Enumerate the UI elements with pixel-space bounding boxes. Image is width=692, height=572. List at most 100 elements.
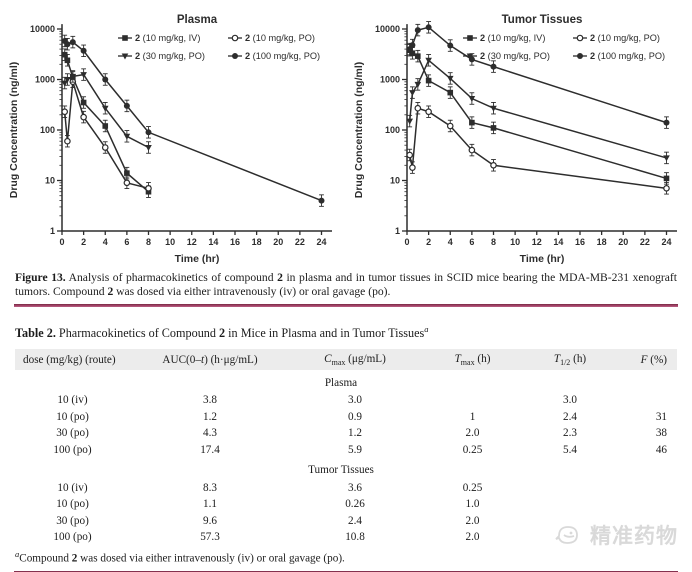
svg-text:2: 2 — [81, 237, 86, 247]
svg-text:8: 8 — [146, 237, 151, 247]
svg-text:2 (10 mg/kg, IV): 2 (10 mg/kg, IV) — [135, 33, 200, 43]
table-row: 30 (po) 9.6 2.4 2.0 — [15, 512, 677, 529]
pk-table-grid: dose (mg/kg) (route) AUC(0–t) (h·μg/mL) Cm… — [15, 349, 677, 545]
table-cell: 10 (po) — [56, 410, 89, 423]
table-cell: 1 — [469, 410, 476, 423]
table-cell: 1.1 — [203, 498, 217, 511]
header-cell-dose: dose (mg/kg) (route) — [15, 349, 130, 371]
svg-text:2 (30 mg/kg, PO): 2 (30 mg/kg, PO) — [480, 51, 550, 61]
svg-text:2: 2 — [426, 237, 431, 247]
legend-entry-10mgkg-iv: 2 (10 mg/kg, IV) — [463, 33, 545, 43]
svg-text:16: 16 — [230, 237, 240, 247]
header-cell-cmax: Cmax (μg/mL) — [290, 349, 420, 371]
svg-text:1: 1 — [50, 226, 55, 236]
chart-title: Tumor Tissues — [502, 14, 583, 26]
table-cell: 0.25 — [462, 443, 483, 456]
svg-text:10: 10 — [390, 176, 400, 186]
table-cell: 4.3 — [203, 427, 217, 440]
table-cell: 100 (po) — [53, 443, 92, 456]
series-100mgkg-po — [406, 21, 670, 129]
legend-entry-10mgkg-po: 2 (10 mg/kg, PO) — [228, 33, 315, 43]
svg-text:4: 4 — [448, 237, 453, 247]
svg-text:1000: 1000 — [380, 75, 400, 85]
table-cell — [615, 392, 677, 409]
legend: 2 (10 mg/kg, IV) 2 (10 mg/kg, PO) 2 (30 mg… — [118, 33, 320, 61]
table-cell: 9.6 — [203, 514, 217, 527]
table-cell: 0.9 — [348, 410, 362, 423]
series-10mgkg-iv — [406, 44, 670, 185]
series-30mgkg-po — [406, 54, 670, 165]
table-footnote: aCompound 2 was dosed via either intrave… — [15, 549, 345, 566]
svg-text:14: 14 — [553, 237, 563, 247]
watermark-text: 精准药物 — [590, 525, 678, 548]
table-cell: 0.26 — [345, 498, 365, 511]
svg-text:1000: 1000 — [35, 75, 55, 85]
caption-divider-rule — [14, 304, 678, 307]
table-cell: 10 (iv) — [57, 481, 88, 494]
svg-text:22: 22 — [640, 237, 650, 247]
svg-text:10: 10 — [165, 237, 175, 247]
table-cell: 1.2 — [203, 410, 217, 423]
svg-text:20: 20 — [618, 237, 628, 247]
table-cell: 31 — [655, 410, 667, 423]
table-cell: 100 (po) — [53, 531, 92, 544]
header-cell-tmax: Tmax (h) — [420, 349, 525, 371]
table-row: 10 (po) 1.1 0.26 1.0 — [15, 496, 677, 513]
watermark: 精准药物 — [555, 520, 678, 550]
svg-text:24: 24 — [316, 237, 326, 247]
svg-text:22: 22 — [295, 237, 305, 247]
table-section-row: Plasma — [15, 370, 677, 392]
axes — [406, 24, 677, 232]
legend-entry-30mgkg-po: 2 (30 mg/kg, PO) — [463, 51, 550, 61]
svg-text:14: 14 — [208, 237, 218, 247]
table-cell: 3.0 — [348, 394, 362, 407]
table-cell: 0.25 — [462, 481, 483, 494]
table-cell: 10.8 — [345, 531, 365, 544]
table-cell: 2.0 — [465, 531, 480, 544]
table-cell: 8.3 — [203, 481, 217, 494]
table-row: 100 (po) 17.4 5.9 0.25 5.4 46 — [15, 441, 677, 458]
x-axis-ticks: 0 2 4 6 8 10 12 14 16 18 20 22 24 — [404, 231, 672, 247]
table-row: 100 (po) 57.3 10.8 2.0 — [15, 529, 677, 546]
table-cell: 38 — [655, 427, 667, 440]
table-cell: 10 (po) — [56, 498, 89, 511]
svg-text:0: 0 — [59, 237, 64, 247]
y-axis-label: Drug Concentration (ng/ml) — [353, 62, 365, 199]
table-cell — [615, 479, 677, 496]
table-cell: 2.4 — [348, 514, 362, 527]
svg-text:2 (10 mg/kg, PO): 2 (10 mg/kg, PO) — [590, 33, 660, 43]
svg-text:2 (10 mg/kg, PO): 2 (10 mg/kg, PO) — [245, 33, 315, 43]
svg-text:4: 4 — [103, 237, 108, 247]
table-cell: 46 — [655, 443, 667, 456]
table-row: 10 (iv) 3.8 3.0 3.0 — [15, 392, 677, 409]
series-30mgkg-po — [61, 68, 152, 154]
table-cell: 57.3 — [200, 531, 220, 544]
series-100mgkg-po — [61, 34, 325, 207]
table-cell — [525, 496, 615, 513]
header-cell-thalf: T1/2 (h) — [525, 349, 615, 371]
legend-entry-10mgkg-po: 2 (10 mg/kg, PO) — [573, 33, 660, 43]
table-cell: 30 (po) — [56, 427, 89, 440]
table-section-label: Plasma — [324, 376, 358, 389]
table-header-row: dose (mg/kg) (route) AUC(0–t) (h·μg/mL) Cm… — [15, 349, 677, 371]
table-cell: 2.0 — [465, 514, 480, 527]
legend-entry-10mgkg-iv: 2 (10 mg/kg, IV) — [118, 33, 200, 43]
table-section-label: Tumor Tissues — [308, 464, 374, 477]
figure-13: Plasma 1 10 100 1000 10000 0 2 4 6 8 10 12 14 16 18 20 22… — [0, 0, 692, 268]
svg-text:100: 100 — [40, 125, 55, 135]
svg-text:24: 24 — [661, 237, 671, 247]
table-cell: 3.0 — [563, 394, 577, 407]
chart-title: Plasma — [177, 14, 218, 26]
axes — [61, 24, 332, 232]
legend: 2 (10 mg/kg, IV) 2 (10 mg/kg, PO) 2 (30 mg… — [463, 33, 665, 61]
svg-text:6: 6 — [124, 237, 129, 247]
table-section-row: Tumor Tissues — [15, 458, 677, 480]
header-cell-auc: AUC(0–t) (h·μg/mL) — [130, 349, 290, 371]
series-10mgkg-po — [61, 75, 152, 195]
table-cell: 30 (po) — [56, 514, 89, 527]
table-row: 10 (po) 1.2 0.9 1 2.4 31 — [15, 408, 677, 425]
svg-text:2 (30 mg/kg, PO): 2 (30 mg/kg, PO) — [135, 51, 205, 61]
table-cell: 5.4 — [563, 443, 577, 456]
table-cell: 5.9 — [348, 443, 362, 456]
